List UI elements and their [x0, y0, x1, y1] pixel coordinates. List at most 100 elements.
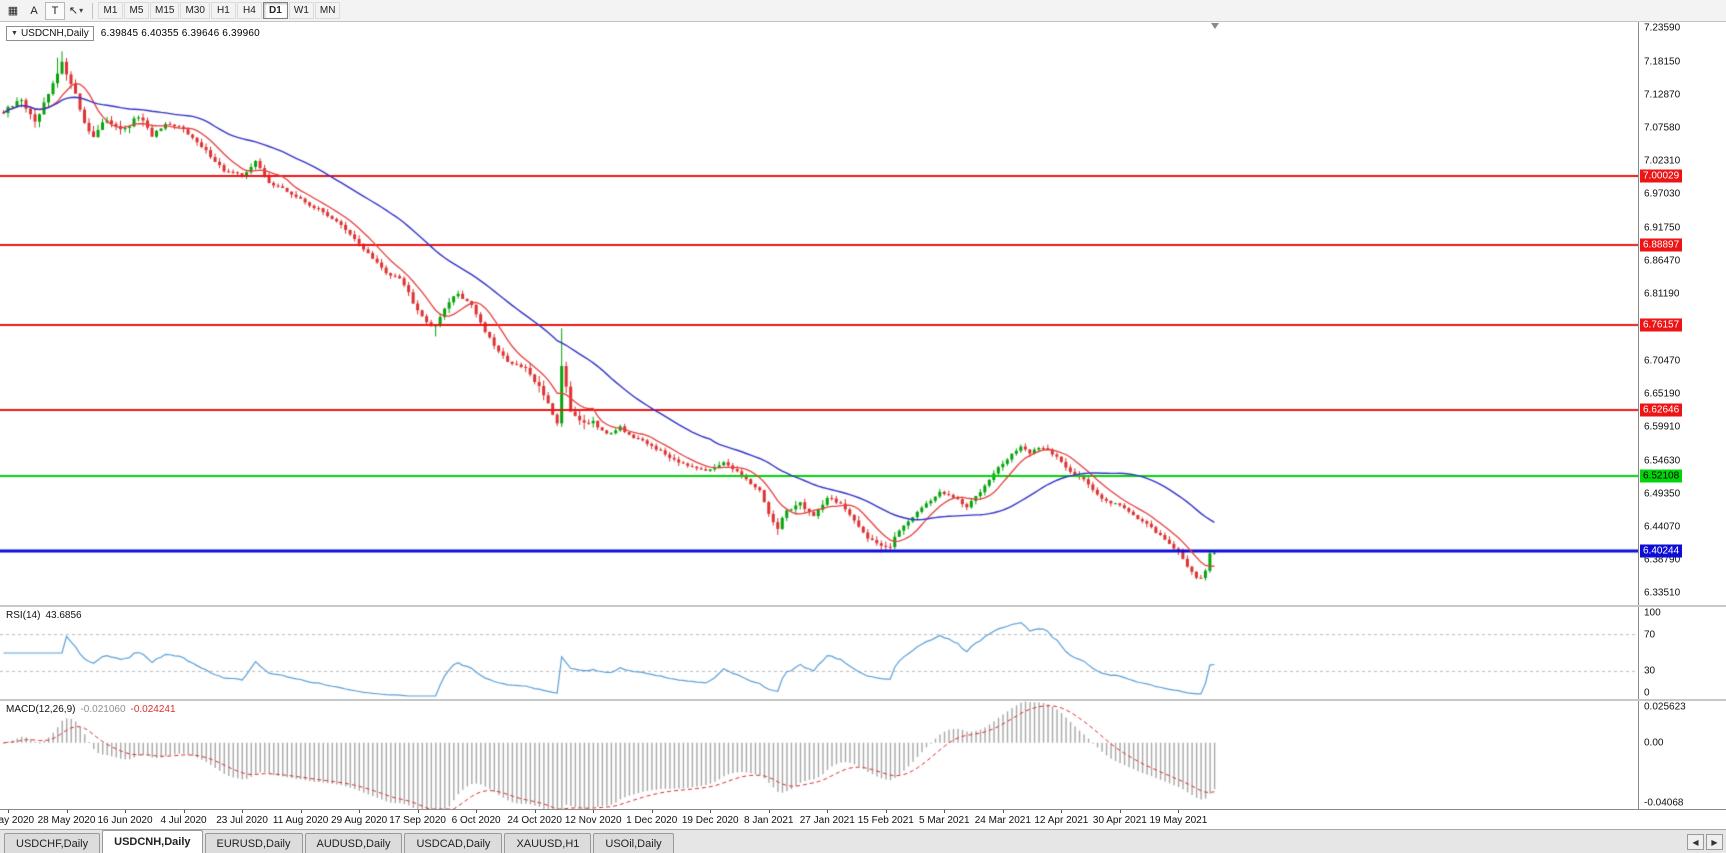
- macd-indicator-name: MACD(12,26,9): [6, 704, 76, 715]
- arrow-tools-dropdown[interactable]: ↖ ▾: [66, 2, 86, 20]
- timeframe-button-m5[interactable]: M5: [124, 2, 149, 19]
- tab-usoil-daily[interactable]: USOil,Daily: [593, 833, 674, 853]
- price-tick: 6.59910: [1644, 421, 1681, 433]
- macd-axis[interactable]: 0.025623 0.00 -0.04068: [1638, 701, 1726, 809]
- price-tick: 6.86470: [1644, 255, 1681, 267]
- timeframe-toolbar: M1 M5 M15 M30 H1 H4 D1 W1 MN: [98, 2, 341, 19]
- tab-usdchf-daily[interactable]: USDCHF,Daily: [4, 833, 101, 853]
- price-chart-panel: ▼ USDCNH,Daily 6.39845 6.40355 6.39646 6…: [0, 22, 1726, 605]
- rsi-panel: RSI(14) 43.6856 100 70 30 0: [0, 607, 1726, 699]
- chart-info-line: ▼ USDCNH,Daily 6.39845 6.40355 6.39646 6…: [6, 26, 260, 41]
- price-tick: 6.70470: [1644, 355, 1681, 367]
- tab-audusd-daily[interactable]: AUDUSD,Daily: [304, 833, 403, 853]
- collapse-caret-icon: ▼: [11, 30, 18, 37]
- level-price-badge: 6.52108: [1640, 469, 1683, 483]
- price-tick: 6.49350: [1644, 488, 1681, 500]
- timeframe-button-m30[interactable]: M30: [180, 2, 210, 19]
- timeframe-button-w1[interactable]: W1: [288, 2, 314, 19]
- date-label: 12 Apr 2021: [1034, 815, 1089, 826]
- date-label: 8 Jan 2021: [743, 815, 794, 826]
- tab-xauusd-h1[interactable]: XAUUSD,H1: [504, 833, 592, 853]
- level-price-badge: 6.40244: [1640, 544, 1683, 558]
- top-toolbar: ▦ A T ↖ ▾ M1 M5 M15 M30 H1 H4 D1 W1 MN: [0, 0, 1726, 22]
- macd-canvas[interactable]: [0, 701, 1638, 809]
- level-price-badge: 6.88897: [1640, 238, 1683, 252]
- price-tick: 7.07580: [1644, 122, 1681, 134]
- rsi-tick: 100: [1644, 607, 1661, 619]
- date-label: 15 Feb 2021: [857, 815, 914, 826]
- date-label: 28 May 2020: [37, 815, 96, 826]
- ohlc-values: 6.39845 6.40355 6.39646 6.39960: [100, 28, 260, 39]
- chart-window: ▼ USDCNH,Daily 6.39845 6.40355 6.39646 6…: [0, 22, 1726, 829]
- time-tick: [300, 810, 302, 813]
- price-tick: 6.97030: [1644, 188, 1681, 200]
- time-tick: [651, 810, 653, 813]
- rsi-axis[interactable]: 100 70 30 0: [1638, 607, 1726, 699]
- text-label-tool-button[interactable]: T: [45, 1, 65, 20]
- chart-tabs-bar: USDCHF,Daily USDCNH,Daily EURUSD,Daily AUDU…: [0, 829, 1726, 853]
- tab-usdcad-daily[interactable]: USDCAD,Daily: [404, 833, 503, 853]
- price-tick: 7.18150: [1644, 56, 1681, 68]
- rsi-tick: 30: [1644, 665, 1656, 677]
- rsi-canvas[interactable]: [0, 607, 1638, 699]
- symbol-title: USDCNH,Daily: [20, 28, 89, 39]
- time-tick: [827, 810, 829, 813]
- time-tick: [359, 810, 361, 813]
- macd-signal-value: -0.024241: [130, 704, 176, 715]
- chart-grid-icon[interactable]: ▦: [7, 5, 19, 17]
- price-tick: 6.33510: [1644, 587, 1681, 599]
- time-tick: [476, 810, 478, 813]
- time-tick: [125, 810, 127, 813]
- date-label: 1 Dec 2020: [626, 815, 678, 826]
- chart-shift-marker[interactable]: [1211, 23, 1220, 29]
- date-label: 17 Sep 2020: [389, 815, 446, 826]
- date-label: 19 Dec 2020: [681, 815, 739, 826]
- price-tick: 6.54630: [1644, 455, 1681, 467]
- date-label: 24 Oct 2020: [507, 815, 562, 826]
- text-tool-button[interactable]: A: [30, 4, 38, 17]
- timeframe-button-h4[interactable]: H4: [236, 2, 262, 19]
- time-tick: [1178, 810, 1180, 813]
- date-label: 29 Aug 2020: [331, 815, 388, 826]
- level-price-badge: 6.62646: [1640, 403, 1683, 417]
- time-tick: [593, 810, 595, 813]
- date-label: 5 Mar 2021: [919, 815, 970, 826]
- rsi-tick: 0: [1644, 687, 1650, 699]
- timeframe-button-mn[interactable]: MN: [314, 2, 341, 19]
- time-tick: [1002, 810, 1004, 813]
- timeframe-button-d1[interactable]: D1: [262, 2, 288, 19]
- date-label: 6 Oct 2020: [451, 815, 501, 826]
- tab-usdcnh-daily[interactable]: USDCNH,Daily: [102, 830, 203, 853]
- timeframe-button-h1[interactable]: H1: [210, 2, 236, 19]
- tab-scroll-right-icon[interactable]: ▶: [1706, 834, 1723, 850]
- date-label: 9 May 2020: [0, 815, 35, 826]
- date-label: 24 Mar 2021: [974, 815, 1031, 826]
- level-price-badge: 6.76157: [1640, 318, 1683, 332]
- time-tick: [944, 810, 946, 813]
- tab-scroll-left-icon[interactable]: ◀: [1687, 834, 1704, 850]
- panel-splitter[interactable]: [0, 699, 1726, 701]
- time-tick: [1119, 810, 1121, 813]
- rsi-indicator-name: RSI(14): [6, 610, 41, 621]
- date-label: 23 Jul 2020: [216, 815, 268, 826]
- tab-eurusd-daily[interactable]: EURUSD,Daily: [204, 833, 303, 853]
- price-tick: 7.02310: [1644, 155, 1681, 167]
- date-label: 16 Jun 2020: [97, 815, 153, 826]
- macd-tick: 0.025623: [1644, 701, 1686, 713]
- date-label: 27 Jan 2021: [799, 815, 855, 826]
- price-tick: 6.81190: [1644, 288, 1680, 300]
- time-tick: [768, 810, 770, 813]
- price-chart-canvas[interactable]: [0, 22, 1638, 605]
- time-tick: [242, 810, 244, 813]
- symbol-selector[interactable]: ▼ USDCNH,Daily: [6, 26, 94, 41]
- time-tick: [8, 810, 9, 813]
- panel-splitter[interactable]: [0, 605, 1726, 607]
- price-axis[interactable]: 7.23590 7.18150 7.12870 7.07580 7.02310 6.970…: [1638, 22, 1726, 605]
- timeframe-button-m15[interactable]: M15: [150, 2, 180, 19]
- chevron-down-icon: ▾: [79, 6, 84, 15]
- timeframe-button-m1[interactable]: M1: [98, 2, 123, 19]
- tab-scroll-controls: ◀ ▶: [1687, 834, 1723, 850]
- time-tick: [183, 810, 185, 813]
